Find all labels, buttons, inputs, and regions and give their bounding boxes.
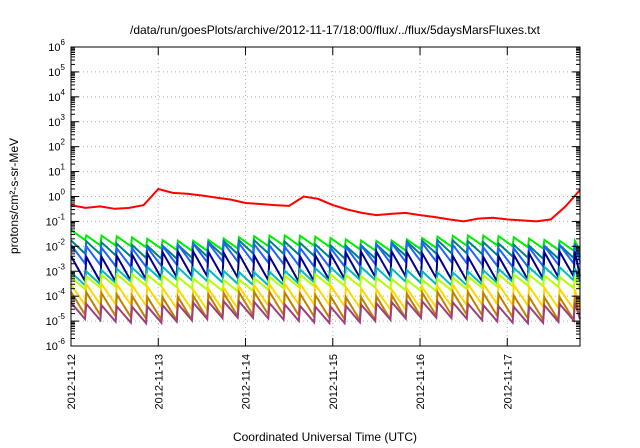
x-axis-label: Coordinated Universal Time (UTC) [233, 430, 417, 444]
y-tick-label: 10-5 [46, 312, 66, 328]
x-axis-ticks: 2012-11-12 2012-11-13 2012-11-14 2012-11-15… [66, 47, 514, 409]
x-tick-label: 2012-11-15 [328, 354, 340, 409]
y-tick-label: 101 [48, 163, 65, 179]
y-tick-label: 103 [48, 113, 65, 129]
series-line-0 [70, 187, 581, 223]
x-tick-label: 2012-11-16 [415, 354, 427, 409]
x-tick-label: 2012-11-12 [66, 354, 78, 409]
y-tick-label: 10-2 [46, 237, 66, 253]
data-series-group [70, 187, 581, 326]
x-tick-label: 2012-11-13 [153, 354, 165, 409]
y-axis-label: protons/cm²-s-sr-MeV [7, 138, 21, 254]
y-tick-label: 105 [48, 63, 65, 79]
y-axis-ticks: 10-6 10-5 10-4 10-3 10-2 10-1 100 101 102 103 104 1… [46, 38, 580, 353]
y-tick-label: 102 [48, 138, 65, 154]
y-tick-label: 10-1 [46, 212, 66, 228]
y-tick-label: 100 [48, 188, 65, 204]
y-tick-label: 10-3 [46, 262, 66, 278]
chart-title: /data/run/goesPlots/archive/2012-11-17/1… [130, 23, 541, 37]
series-line-6 [70, 272, 581, 294]
x-tick-label: 2012-11-17 [502, 354, 514, 409]
y-tick-label: 10-4 [46, 287, 66, 303]
y-tick-label: 10-6 [46, 337, 66, 353]
y-tick-label: 106 [48, 38, 65, 54]
y-tick-label: 104 [48, 88, 65, 104]
series-line-9 [70, 298, 581, 326]
grid-lines [71, 47, 580, 346]
x-tick-label: 2012-11-14 [241, 354, 253, 409]
